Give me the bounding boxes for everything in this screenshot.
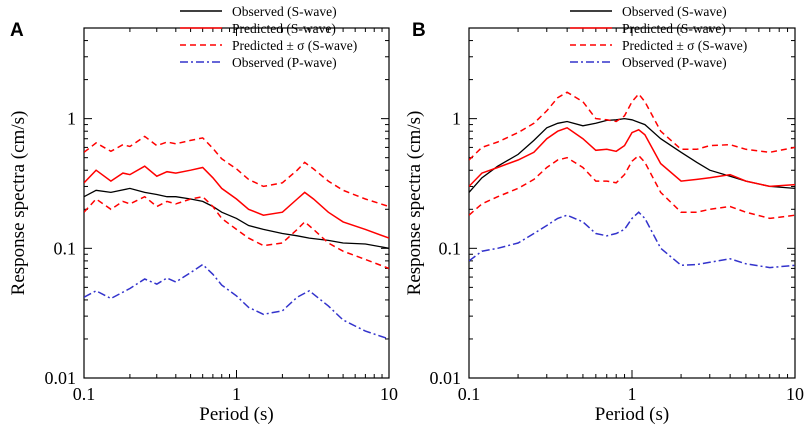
y-tick-label: 0.01 bbox=[45, 368, 77, 388]
y-tick-label: 1 bbox=[452, 109, 461, 129]
y-axis-title: Response spectra (cm/s) bbox=[8, 111, 29, 296]
y-tick-label: 1 bbox=[67, 109, 76, 129]
legend-entry: Predicted (S-wave) bbox=[232, 21, 336, 36]
series-line-2-lower bbox=[469, 154, 795, 220]
plot-frame bbox=[468, 27, 796, 379]
x-tick-label: 10 bbox=[786, 384, 804, 404]
series-line-2 bbox=[84, 135, 389, 208]
x-axis-title: Period (s) bbox=[595, 404, 669, 425]
series-line-2 bbox=[469, 91, 795, 161]
legend-entry: Predicted (S-wave) bbox=[622, 21, 726, 36]
series-line-1 bbox=[469, 126, 795, 188]
x-tick-label: 0.1 bbox=[458, 384, 481, 404]
x-tick-label: 1 bbox=[628, 384, 637, 404]
legend-entry: Observed (P-wave) bbox=[232, 55, 337, 70]
legend-entry: Predicted ± σ (S-wave) bbox=[622, 38, 747, 53]
series-layer bbox=[469, 91, 795, 269]
legend: Observed (S-wave) Predicted (S-wave) Predi… bbox=[180, 4, 357, 70]
legend: Observed (S-wave) Predicted (S-wave) Predi… bbox=[570, 4, 747, 70]
legend-entry: Predicted ± σ (S-wave) bbox=[232, 38, 357, 53]
series-line-0 bbox=[469, 117, 795, 193]
series-line-0 bbox=[84, 187, 389, 249]
series-line-1 bbox=[84, 165, 389, 239]
x-axis-title: Period (s) bbox=[199, 404, 273, 425]
legend-entry: Observed (S-wave) bbox=[232, 4, 337, 19]
panel-label: A bbox=[10, 20, 24, 41]
x-tick-label: 10 bbox=[380, 384, 398, 404]
series-line-3 bbox=[469, 211, 795, 269]
y-axis-title: Response spectra (cm/s) bbox=[404, 111, 425, 296]
legend-entry: Observed (P-wave) bbox=[622, 55, 727, 70]
y-tick-label: 0.1 bbox=[439, 238, 462, 258]
panel-label: B bbox=[412, 20, 426, 41]
x-tick-label: 0.1 bbox=[73, 384, 96, 404]
plot-frame bbox=[83, 27, 390, 379]
series-layer bbox=[84, 135, 389, 340]
y-tick-label: 0.1 bbox=[54, 238, 77, 258]
x-tick-label: 1 bbox=[232, 384, 241, 404]
series-line-2-lower bbox=[84, 195, 389, 270]
series-line-3 bbox=[84, 263, 389, 340]
legend-entry: Observed (S-wave) bbox=[622, 4, 727, 19]
y-tick-label: 0.01 bbox=[430, 368, 462, 388]
